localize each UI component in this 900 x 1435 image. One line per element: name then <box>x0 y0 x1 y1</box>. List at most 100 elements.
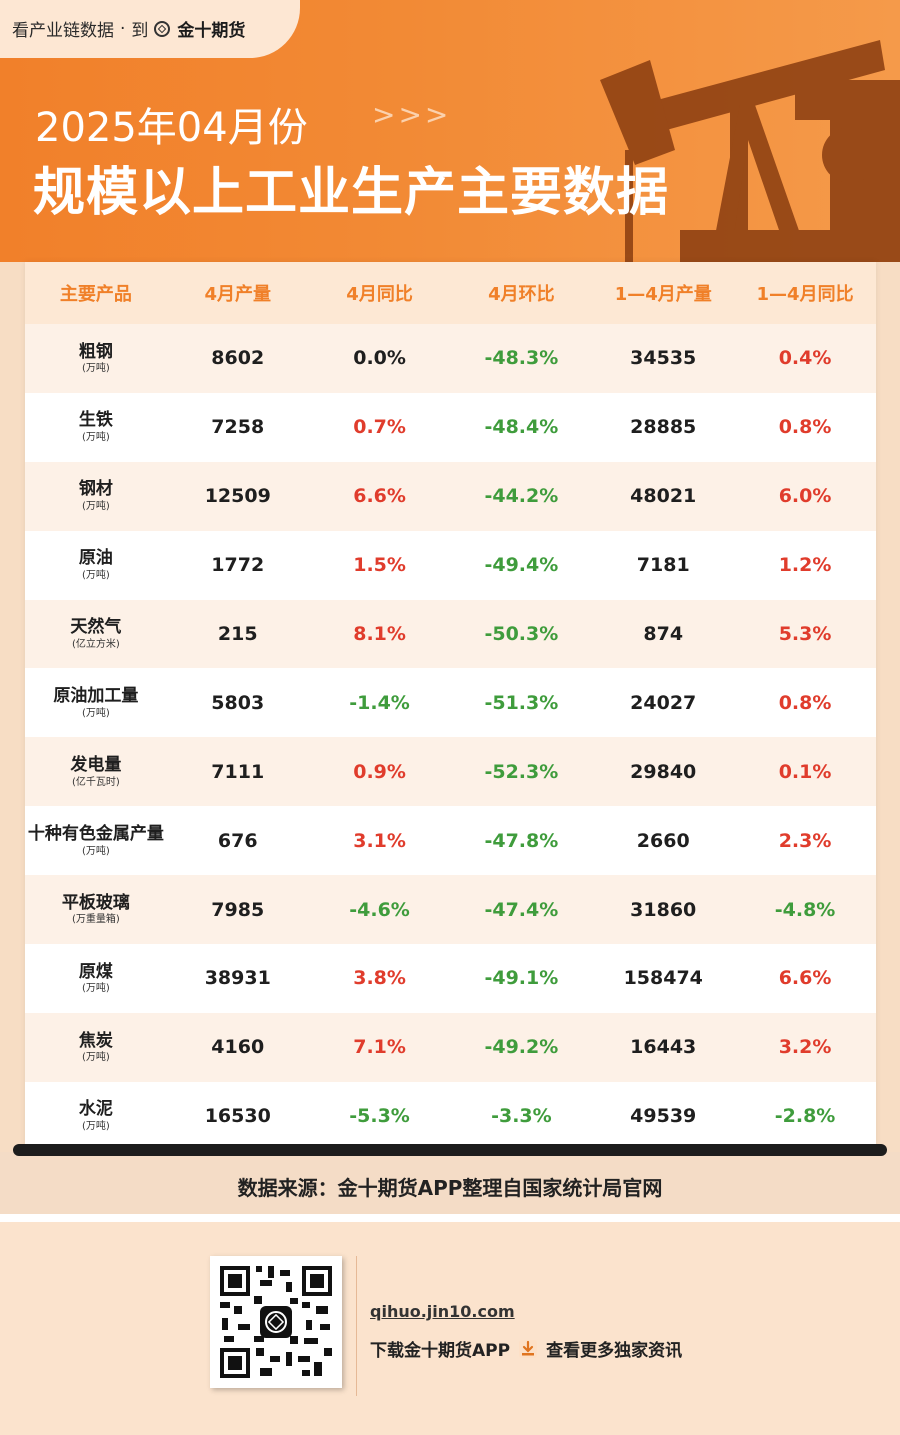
brand-name: 金十期货 <box>177 21 246 41</box>
product-cell: 平板玻璃 (万重量箱) <box>25 894 167 926</box>
cell-april-mom: -49.2% <box>484 1036 559 1059</box>
cell-ytd-output: 158474 <box>623 967 703 990</box>
qr-code-icon <box>216 1262 336 1382</box>
qr-code[interactable] <box>210 1256 342 1388</box>
footer-divider <box>356 1256 357 1396</box>
product-cell: 水泥 (万吨) <box>25 1100 167 1132</box>
download-row[interactable]: 下载金十期货APP 查看更多独家资讯 <box>370 1336 682 1361</box>
cell-april-yoy: 7.1% <box>353 1036 406 1059</box>
data-table: 主要产品 4月产量 4月同比 4月环比 1—4月产量 1—4月同比 粗钢 (万吨)… <box>25 262 876 1152</box>
product-unit: (亿千瓦时) <box>72 776 120 788</box>
table-header: 主要产品 4月产量 4月同比 4月环比 1—4月产量 1—4月同比 <box>25 262 876 324</box>
cell-april-mom: -50.3% <box>484 623 559 645</box>
column-header-ytd-yoy: 1—4月同比 <box>756 284 854 305</box>
product-unit: (万吨) <box>82 432 110 444</box>
footer <box>0 1222 900 1435</box>
product-name: 天然气 <box>70 617 122 638</box>
page-title: 规模以上工业生产主要数据 <box>33 163 670 223</box>
product-unit: (万吨) <box>82 983 110 995</box>
column-header-april-output: 4月产量 <box>204 284 271 305</box>
cell-ytd-output: 874 <box>643 623 684 645</box>
tagline-separator: · <box>120 18 126 39</box>
product-cell: 原油 (万吨) <box>25 549 167 581</box>
table-row: 生铁 (万吨) 7258 0.7% -48.4% 28885 0.8% <box>25 393 876 462</box>
cell-ytd-yoy: 6.0% <box>778 485 832 508</box>
product-cell: 发电量 (亿千瓦时) <box>25 756 167 788</box>
cell-ytd-output: 16443 <box>630 1036 697 1059</box>
product-cell: 钢材 (万吨) <box>25 480 167 512</box>
cell-april-yoy: -4.6% <box>349 898 410 921</box>
tagline-text: 看产业链数据 <box>12 21 114 41</box>
table-row: 原油 (万吨) 1772 1.5% -49.4% 7181 1.2% <box>25 531 876 600</box>
tagline-to: 到 <box>131 21 149 41</box>
cell-april-output: 7111 <box>211 760 265 783</box>
cell-april-output: 16530 <box>204 1105 271 1128</box>
product-cell: 粗钢 (万吨) <box>25 342 167 375</box>
product-name: 发电量 <box>70 754 122 775</box>
product-unit: (万吨) <box>82 363 110 375</box>
oil-pump-icon <box>600 40 900 262</box>
table-body: 粗钢 (万吨) 8602 0.0% -48.3% 34535 0.4% 生铁 (万吨) 7258 0… <box>25 324 876 1151</box>
cell-april-output: 7258 <box>211 416 265 439</box>
column-header-april-yoy: 4月同比 <box>346 284 413 305</box>
cell-april-mom: -52.3% <box>484 760 559 783</box>
cell-april-mom: -49.1% <box>484 967 559 990</box>
cell-ytd-yoy: 2.3% <box>778 829 832 852</box>
cell-april-yoy: 0.7% <box>353 416 406 439</box>
cell-ytd-output: 49539 <box>630 1105 697 1128</box>
cell-ytd-output: 28885 <box>630 416 697 439</box>
table-row: 原煤 (万吨) 38931 3.8% -49.1% 158474 6.6% <box>25 944 876 1013</box>
product-unit: (万重量箱) <box>72 914 120 926</box>
column-header-product: 主要产品 <box>59 284 132 305</box>
cell-april-mom: -51.3% <box>484 691 559 714</box>
cell-ytd-yoy: 0.1% <box>778 760 832 783</box>
product-name: 焦炭 <box>78 1030 113 1051</box>
cell-april-output: 1772 <box>211 554 265 577</box>
cell-ytd-yoy: 0.8% <box>778 416 832 439</box>
table-row: 天然气 (亿立方米) 215 8.1% -50.3% 874 5.3% <box>25 599 876 669</box>
cell-ytd-yoy: 1.2% <box>778 554 832 577</box>
cell-april-yoy: 3.1% <box>353 829 406 852</box>
product-cell: 焦炭 (万吨) <box>25 1030 167 1064</box>
tagline: 看产业链数据 · 到 金十期货 <box>12 16 246 42</box>
table-row: 平板玻璃 (万重量箱) 7985 -4.6% -47.4% 31860 -4.8% <box>25 875 876 945</box>
more-info-label: 查看更多独家资讯 <box>546 1341 683 1361</box>
product-unit: (万吨) <box>82 1052 110 1064</box>
cell-ytd-yoy: 6.6% <box>778 967 832 990</box>
site-link[interactable]: qihuo.jin10.com <box>370 1302 515 1321</box>
table-row: 水泥 (万吨) 16530 -5.3% -3.3% 49539 -2.8% <box>25 1082 876 1151</box>
product-cell: 原煤 (万吨) <box>25 962 167 995</box>
source-strip <box>0 1152 900 1214</box>
product-name: 水泥 <box>78 1099 113 1120</box>
cell-april-yoy: 3.8% <box>353 967 406 990</box>
cell-ytd-output: 48021 <box>630 485 697 508</box>
table-row: 十种有色金属产量 (万吨) 676 3.1% -47.8% 2660 2.3% <box>25 806 876 875</box>
cell-april-output: 7985 <box>211 898 265 921</box>
cell-april-yoy: 1.5% <box>353 554 406 577</box>
cell-april-mom: -47.8% <box>484 829 559 852</box>
table-row: 粗钢 (万吨) 8602 0.0% -48.3% 34535 0.4% <box>25 324 876 393</box>
product-name: 钢材 <box>78 479 113 500</box>
product-name: 平板玻璃 <box>61 892 130 913</box>
cell-april-output: 215 <box>217 623 258 645</box>
arrows-decoration: >>> <box>372 98 452 131</box>
cell-april-mom: -48.3% <box>484 347 559 370</box>
cell-ytd-yoy: 5.3% <box>778 623 832 645</box>
cell-ytd-output: 2660 <box>636 829 690 852</box>
product-unit: (万吨) <box>82 707 110 719</box>
product-name: 生铁 <box>78 410 113 431</box>
cell-april-output: 4160 <box>211 1036 265 1059</box>
product-name: 十种有色金属产量 <box>27 823 164 844</box>
cell-april-output: 5803 <box>211 691 265 714</box>
cell-april-output: 38931 <box>204 967 271 990</box>
cell-ytd-yoy: 3.2% <box>778 1036 832 1059</box>
product-name: 原油加工量 <box>53 686 139 707</box>
cell-april-yoy: 8.1% <box>353 623 406 645</box>
tagline-tab: 看产业链数据 · 到 金十期货 <box>0 0 300 58</box>
cell-ytd-output: 29840 <box>630 760 697 783</box>
cell-april-mom: -47.4% <box>484 898 559 921</box>
cell-april-yoy: 0.0% <box>353 347 406 370</box>
header-banner: 看产业链数据 · 到 金十期货 2025年04月份 >>> 规模以上工业生产主要… <box>0 0 900 262</box>
cell-ytd-output: 31860 <box>630 898 697 921</box>
product-unit: (万吨) <box>82 1121 110 1133</box>
